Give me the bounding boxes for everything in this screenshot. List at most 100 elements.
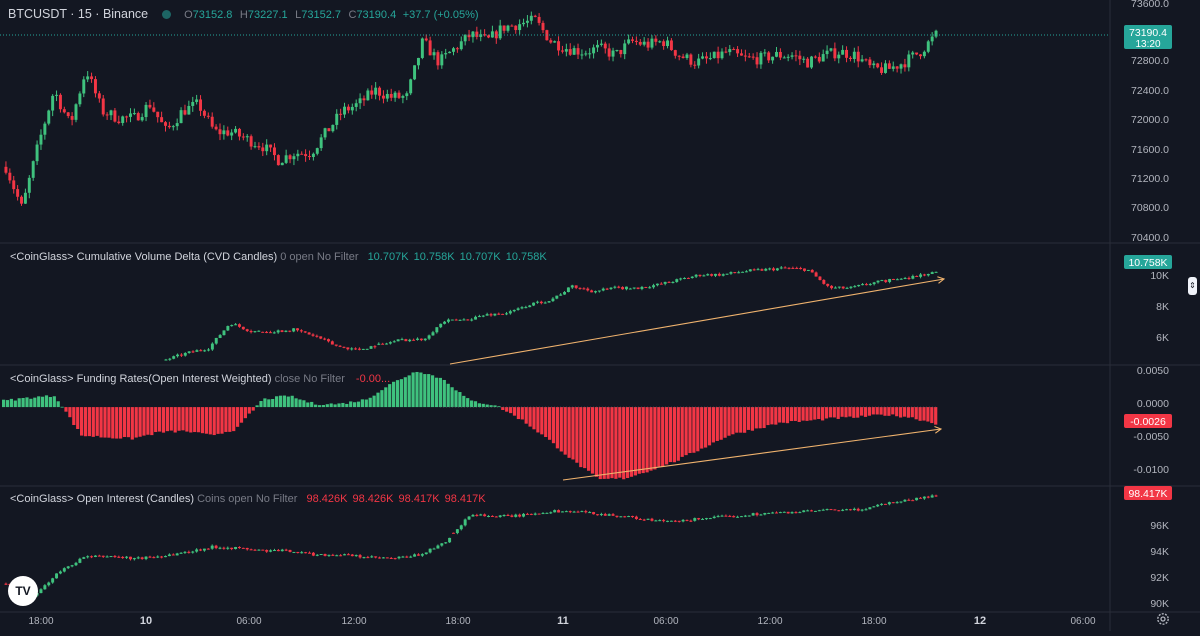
funding-bar bbox=[684, 407, 688, 456]
candle-body bbox=[90, 76, 94, 80]
funding-bar bbox=[115, 407, 119, 439]
chevron-updown-icon[interactable]: ⇕ bbox=[1188, 277, 1197, 295]
candle-body bbox=[436, 52, 440, 66]
candle-body bbox=[666, 520, 670, 522]
candle-body bbox=[763, 52, 767, 54]
funding-bar bbox=[91, 407, 95, 437]
candle-body bbox=[300, 153, 304, 155]
candle-body bbox=[806, 269, 810, 271]
cvd-trendline[interactable] bbox=[449, 278, 945, 365]
candle-body bbox=[467, 516, 471, 520]
candle-body bbox=[237, 128, 241, 137]
candle-body bbox=[907, 499, 911, 501]
candle-body bbox=[895, 279, 899, 281]
funding-bar bbox=[497, 406, 501, 408]
candle-body bbox=[58, 571, 62, 574]
candle-body bbox=[506, 514, 510, 516]
cvd-legend[interactable]: <CoinGlass> Cumulative Volume Delta (CVD… bbox=[10, 250, 547, 264]
candle-body bbox=[369, 346, 373, 349]
candle-body bbox=[868, 507, 872, 510]
candle-body bbox=[760, 269, 764, 271]
interval-label[interactable]: 15 bbox=[77, 7, 92, 21]
candle-body bbox=[743, 55, 747, 57]
funding-bar bbox=[848, 407, 852, 417]
funding-legend[interactable]: <CoinGlass> Funding Rates(Open Interest … bbox=[10, 372, 390, 386]
candle-body bbox=[346, 106, 350, 111]
candle-body bbox=[257, 330, 261, 332]
candle-body bbox=[483, 514, 487, 517]
candle-body bbox=[922, 274, 926, 276]
candle-body bbox=[272, 550, 276, 552]
funding-bar bbox=[150, 407, 154, 436]
funding-bar bbox=[384, 387, 388, 408]
funding-bar bbox=[399, 379, 403, 408]
candle-body bbox=[505, 313, 508, 315]
candle-body bbox=[245, 547, 249, 550]
candle-body bbox=[261, 147, 265, 152]
funding-value: -0.00... bbox=[355, 373, 391, 385]
candle-body bbox=[413, 554, 417, 557]
candle-body bbox=[803, 268, 806, 271]
candle-body bbox=[292, 328, 296, 332]
candle-body bbox=[358, 555, 362, 558]
funding-bar bbox=[290, 395, 294, 408]
oi-title: <CoinGlass> Open Interest (Candles) bbox=[10, 493, 195, 505]
candle-body bbox=[806, 510, 810, 512]
candle-body bbox=[334, 344, 338, 346]
candle-body bbox=[183, 551, 187, 553]
candle-body bbox=[218, 129, 222, 135]
candle-body bbox=[778, 51, 782, 58]
candle-body bbox=[636, 287, 640, 289]
candle-body bbox=[775, 51, 778, 57]
funding-bar bbox=[852, 407, 856, 418]
funding-trendline[interactable] bbox=[562, 428, 942, 481]
tradingview-logo-icon[interactable]: TV bbox=[8, 576, 38, 606]
candle-body bbox=[566, 287, 570, 293]
funding-trendline-head bbox=[934, 425, 943, 434]
funding-bar bbox=[255, 405, 259, 408]
candle-body bbox=[226, 326, 230, 331]
candle-body bbox=[628, 288, 632, 290]
candle-body bbox=[915, 275, 919, 277]
candle-body bbox=[903, 499, 907, 502]
candle-body bbox=[261, 331, 265, 333]
candle-body bbox=[171, 126, 175, 128]
candle-body bbox=[743, 515, 747, 517]
candle-body bbox=[677, 520, 681, 522]
funding-bar bbox=[867, 407, 871, 416]
funding-bar bbox=[813, 407, 817, 420]
funding-bar bbox=[618, 407, 622, 478]
candle-body bbox=[280, 162, 284, 166]
oi-legend[interactable]: <CoinGlass> Open Interest (Candles) Coin… bbox=[10, 492, 486, 506]
funding-bar bbox=[388, 384, 392, 408]
candle-body bbox=[171, 554, 175, 556]
candle-body bbox=[66, 112, 70, 117]
candle-body bbox=[802, 58, 806, 60]
candle-body bbox=[315, 554, 319, 556]
candle-body bbox=[755, 513, 759, 516]
candle-body bbox=[226, 547, 230, 549]
candle-body bbox=[724, 515, 728, 517]
candle-body bbox=[640, 286, 644, 289]
candle-body bbox=[475, 514, 479, 516]
candle-body bbox=[148, 104, 152, 108]
candle-body bbox=[144, 104, 148, 118]
candle-body bbox=[516, 308, 520, 310]
funding-bar bbox=[774, 407, 778, 425]
candle-body bbox=[650, 38, 654, 48]
symbol-label[interactable]: BTCUSDT bbox=[8, 7, 67, 21]
candle-body bbox=[237, 324, 241, 327]
y-axis-tick: 72800.0 bbox=[1131, 55, 1169, 67]
candle-body bbox=[922, 51, 926, 57]
funding-bar bbox=[169, 407, 173, 431]
candle-body bbox=[218, 547, 222, 549]
gear-icon[interactable] bbox=[1156, 612, 1170, 626]
candle-body bbox=[732, 516, 736, 518]
candle-body bbox=[919, 274, 923, 277]
funding-bar bbox=[247, 407, 251, 414]
funding-bar bbox=[505, 407, 509, 412]
candle-body bbox=[603, 43, 607, 49]
candle-body bbox=[249, 136, 253, 147]
